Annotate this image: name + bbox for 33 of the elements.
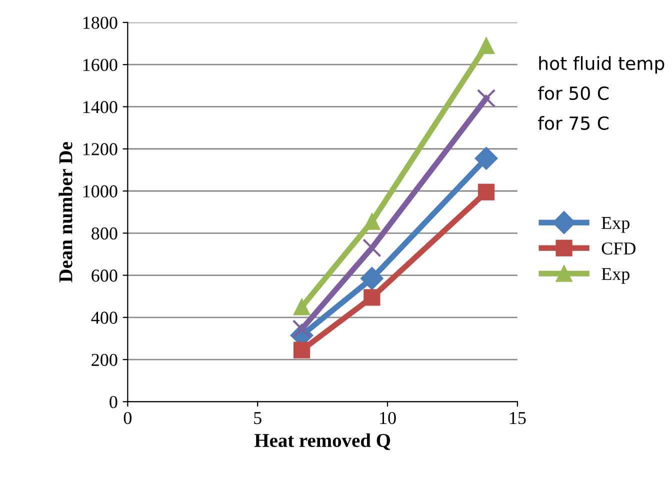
text: for 50 C <box>538 86 609 100</box>
y-tick-label: 400 <box>91 312 118 324</box>
point <box>364 213 380 230</box>
point <box>478 37 495 54</box>
point <box>476 88 496 108</box>
y-tick-label: 0 <box>110 396 118 408</box>
y-tick-label: 800 <box>92 227 118 240</box>
point <box>474 146 498 170</box>
legend-label: Exp <box>602 268 630 284</box>
y-tick-label: 1000 <box>83 185 118 198</box>
point <box>362 238 382 258</box>
x-tick-label: 15 <box>510 412 526 424</box>
x-tick-label: 0 <box>124 412 132 424</box>
point <box>293 298 310 316</box>
text: for 75 C <box>538 116 609 130</box>
point <box>293 342 310 358</box>
point <box>292 320 312 338</box>
y-tick-label: 1600 <box>83 58 118 72</box>
point <box>478 184 495 200</box>
x-tick-label: 5 <box>254 412 262 424</box>
legend-label: CFD <box>602 242 636 255</box>
text: hot fluid temp <box>539 56 664 74</box>
y-axis-title: Dean number De <box>58 142 72 282</box>
x-axis-title: Heat removed Q <box>254 433 390 450</box>
x-tick-label: 10 <box>380 412 396 424</box>
y-tick-label: 1200 <box>83 143 118 156</box>
legend-label: Exp <box>602 217 630 233</box>
y-tick-label: 200 <box>92 354 118 366</box>
y-tick-label: 1400 <box>83 100 118 114</box>
y-tick-label: 1800 <box>83 16 118 29</box>
y-tick-label: 600 <box>92 270 118 282</box>
point <box>360 266 384 290</box>
point <box>364 289 380 306</box>
